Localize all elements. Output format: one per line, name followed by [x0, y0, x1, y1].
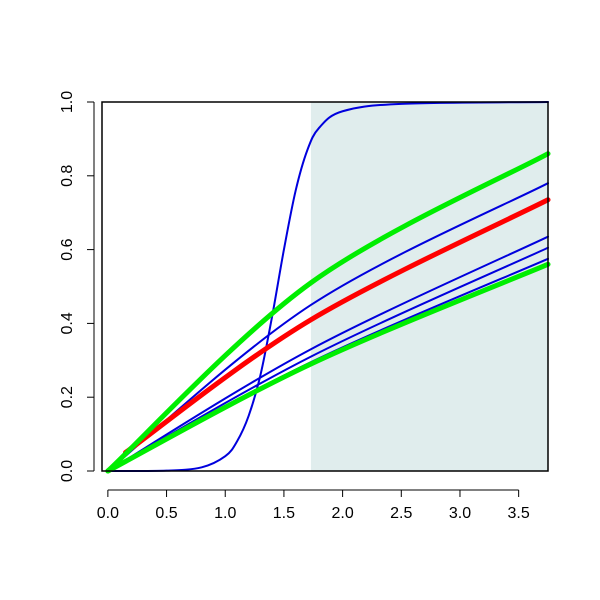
x-tick-label-6: 3.0 [449, 505, 471, 522]
series-line-2 [106, 235, 549, 472]
series-line-6 [122, 197, 551, 456]
x-tick-label-1: 0.5 [155, 505, 177, 522]
y-tick-label-0: 0.0 [59, 460, 76, 482]
x-tick-label-2: 1.0 [214, 505, 236, 522]
y-tick-label-4: 0.8 [59, 165, 76, 187]
series-line-8 [105, 261, 551, 474]
y-tick-label-3: 0.6 [59, 238, 76, 260]
x-tick-label-7: 3.5 [508, 505, 530, 522]
y-tick-label-2: 0.4 [59, 312, 76, 334]
y-tick-label-1: 0.2 [59, 386, 76, 408]
series-layer [105, 101, 551, 474]
plot-frame [101, 101, 549, 472]
shaded-region-layer [310, 102, 548, 471]
series-line-7 [105, 151, 551, 474]
x-tick-label-5: 2.5 [390, 505, 412, 522]
x-tick-label-3: 1.5 [273, 505, 295, 522]
series-line-5 [106, 101, 549, 473]
x-tick-label-4: 2.0 [331, 505, 353, 522]
x-tick-label-0: 0.0 [97, 505, 119, 522]
shaded-region [310, 102, 548, 471]
y-axis: 0.0 0.2 0.4 0.6 0.8 1.0 [59, 91, 95, 482]
y-tick-label-5: 1.0 [59, 91, 76, 113]
x-axis: 0.0 0.5 1.0 1.5 2.0 2.5 3.0 3.5 [97, 489, 530, 522]
